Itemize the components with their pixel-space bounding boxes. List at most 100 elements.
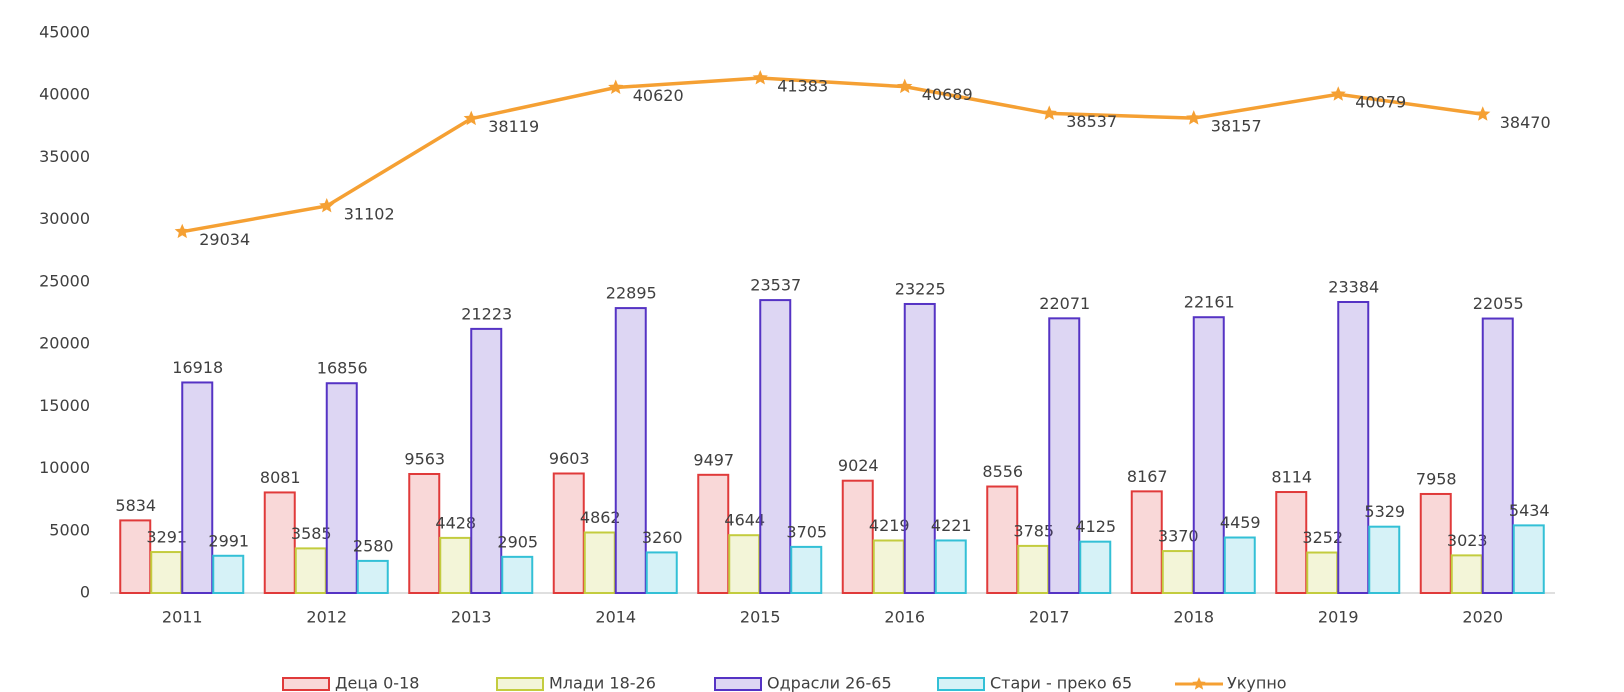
marker [752,70,768,85]
data-label: 3785 [1013,521,1054,540]
data-label: 3370 [1158,527,1199,546]
x-tick-label: 2020 [1462,608,1503,627]
data-label: 9603 [549,449,590,468]
bar [325,382,358,594]
data-label: 29034 [199,230,250,249]
y-tick-label: 5000 [49,520,90,539]
bar [1368,525,1401,594]
data-label: 9563 [404,449,445,468]
marker [1475,106,1491,121]
data-label: 21223 [461,304,512,323]
bar [181,381,214,594]
data-label: 9497 [693,450,734,469]
data-label: 23384 [1328,277,1379,296]
data-label: 3291 [146,528,187,547]
bar [1450,554,1483,594]
marker [1041,105,1057,120]
marker [1330,86,1346,101]
data-label: 8114 [1271,468,1312,487]
x-tick-label: 2011 [162,608,203,627]
bar [501,555,534,594]
data-label: 22071 [1039,294,1090,313]
bar [903,302,936,594]
bar [583,531,616,595]
x-tick-label: 2016 [884,608,925,627]
bar [1130,490,1163,594]
y-tick-label: 45000 [39,23,90,42]
data-label: 5329 [1364,502,1405,521]
data-label: 3252 [1302,528,1343,547]
data-label: 8556 [982,462,1023,481]
data-label: 8081 [260,468,301,487]
legend-label: Стари - преко 65 [990,674,1132,692]
x-tick-label: 2012 [306,608,347,627]
bar [1481,317,1514,594]
bar [439,536,472,594]
bar [1192,316,1225,594]
x-tick-label: 2015 [740,608,781,627]
bar [1306,551,1339,594]
bar [697,473,730,595]
x-tick-label: 2017 [1029,608,1070,627]
bar [1079,540,1112,595]
y-tick-label: 30000 [39,209,90,228]
y-tick-label: 15000 [39,396,90,415]
bar [294,547,327,594]
x-tick-label: 2019 [1318,608,1359,627]
data-label: 40689 [922,85,973,104]
bar [645,551,678,594]
data-label: 2580 [353,536,394,555]
legend-swatch [496,677,544,691]
bar [728,534,761,595]
y-tick-label: 35000 [39,147,90,166]
data-label: 4125 [1075,517,1116,536]
data-label: 40079 [1355,93,1406,112]
bar [1512,524,1545,594]
bar [212,554,245,595]
bar [1419,492,1452,594]
bar [934,539,967,594]
data-label: 40620 [633,86,684,105]
legend-label: Млади 18-26 [549,674,656,692]
data-label: 41383 [777,77,828,96]
legend-label: Деца 0-18 [335,674,419,692]
marker [897,78,913,94]
data-label: 16918 [172,358,223,377]
bar [470,327,503,594]
bar [263,491,296,594]
line [181,76,1483,234]
data-label: 5834 [115,496,156,515]
x-tick-label: 2014 [595,608,636,627]
bar [1223,536,1256,594]
data-label: 2905 [497,532,538,551]
data-label: 38157 [1211,117,1262,136]
bar [408,472,441,594]
data-label: 2991 [208,531,249,550]
marker [463,110,479,126]
legend-swatch [1192,677,1206,690]
data-label: 3705 [786,522,827,541]
bar [1161,550,1194,594]
data-label: 5434 [1509,501,1550,520]
data-label: 4644 [724,511,765,530]
y-tick-label: 40000 [39,85,90,104]
bar [872,539,905,594]
bar [1337,300,1370,594]
data-label: 22161 [1184,293,1235,312]
legend-label: Одрасли 26-65 [767,674,892,692]
bar [1275,491,1308,595]
data-label: 31102 [344,204,395,223]
marker [608,79,624,94]
data-label: 38537 [1066,112,1117,131]
data-label: 23225 [895,279,946,298]
legend-label: Укупно [1227,674,1287,692]
x-tick-label: 2018 [1173,608,1214,627]
data-label: 4428 [435,513,476,532]
data-label: 38470 [1500,113,1551,132]
y-tick-label: 10000 [39,458,90,477]
bar [614,307,647,594]
data-label: 22895 [606,284,657,303]
data-label: 3260 [642,528,683,547]
y-tick-label: 25000 [39,271,90,290]
